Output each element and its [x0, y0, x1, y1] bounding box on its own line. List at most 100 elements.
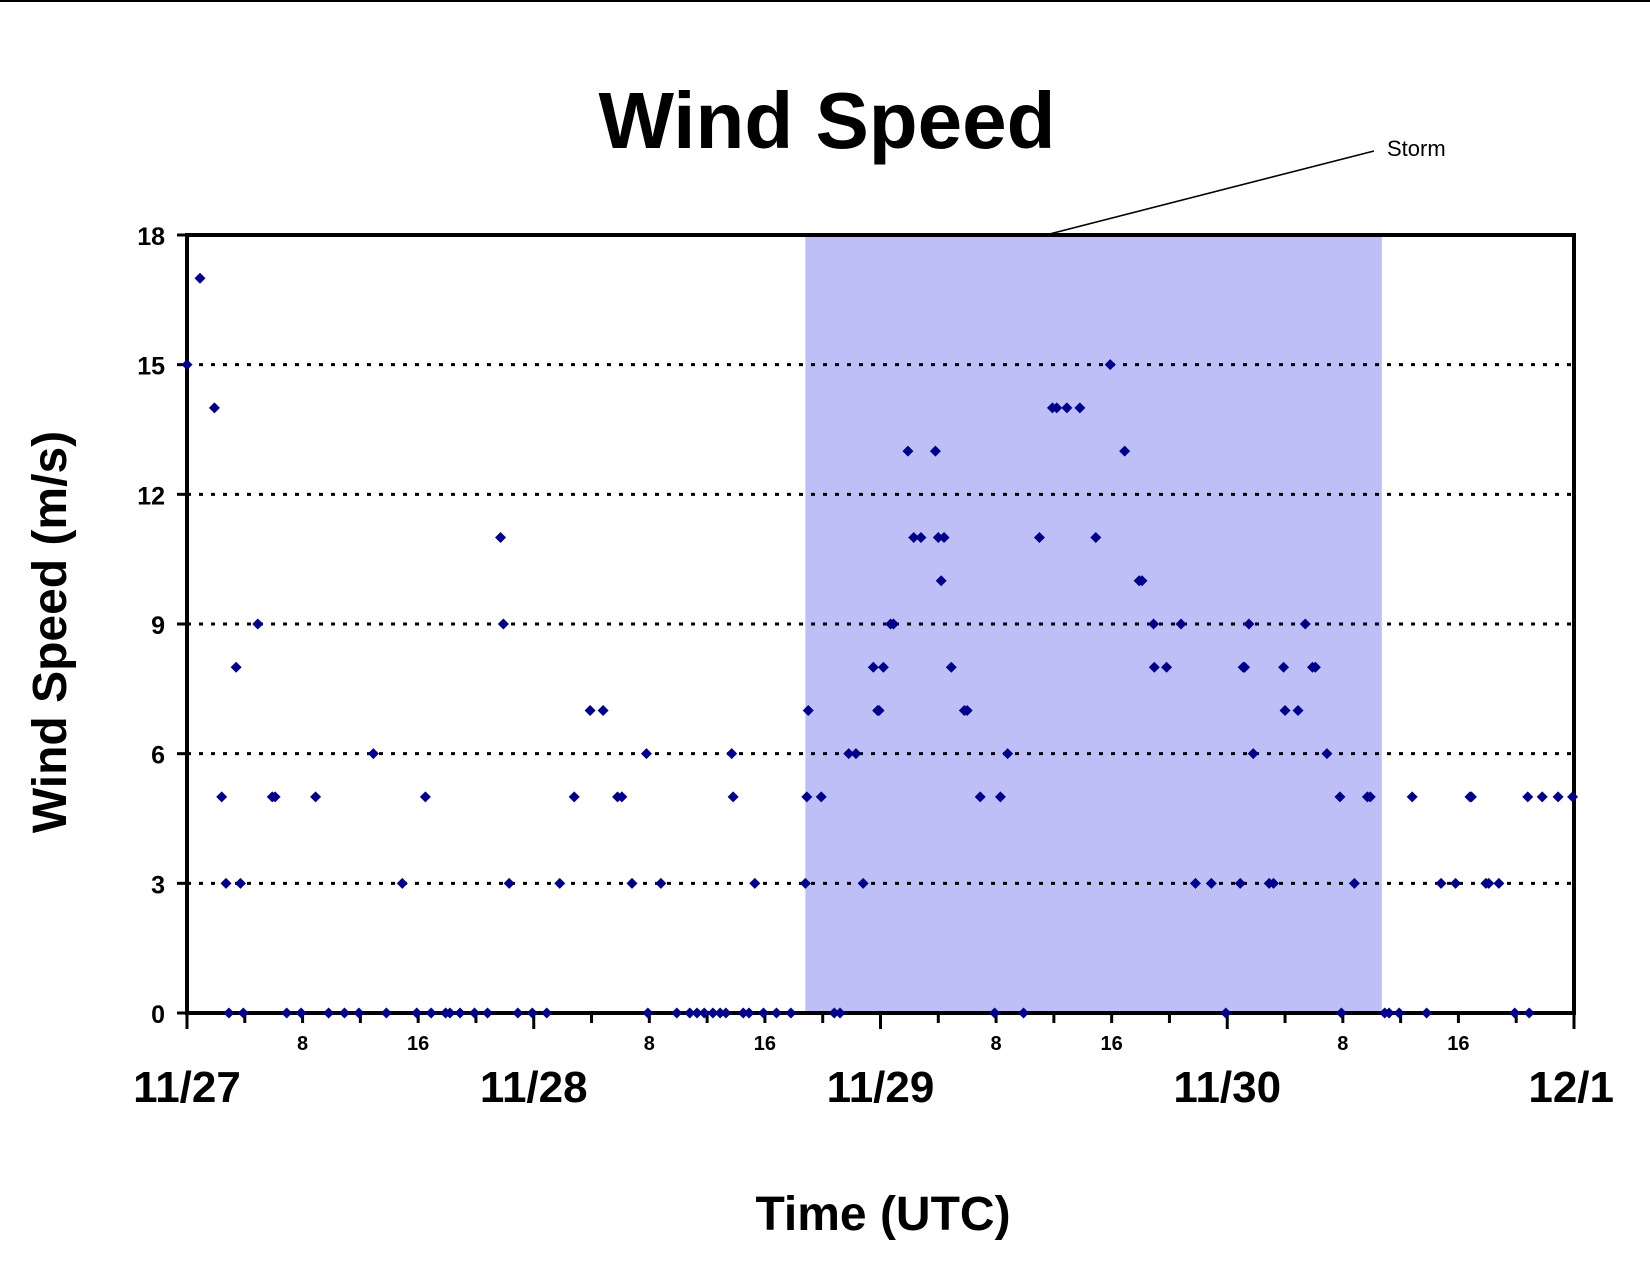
data-point-143 [1567, 791, 1579, 803]
data-point-60 [799, 877, 811, 889]
data-point-64 [828, 1007, 840, 1019]
data-point-138 [1509, 1007, 1521, 1019]
data-point-131 [1435, 877, 1447, 889]
data-point-123 [1348, 877, 1360, 889]
data-point-49 [707, 1007, 719, 1019]
data-point-15 [323, 1007, 335, 1019]
data-point-128 [1393, 1007, 1405, 1019]
data-point-88 [1002, 748, 1014, 760]
data-point-107 [1234, 877, 1246, 889]
data-point-54 [737, 1007, 749, 1019]
data-point-114 [1278, 661, 1290, 673]
data-point-136 [1483, 877, 1495, 889]
data-point-95 [1090, 532, 1102, 544]
data-point-1 [194, 272, 206, 284]
data-point-109 [1239, 661, 1251, 673]
data-point-93 [1061, 402, 1073, 414]
data-point-116 [1292, 704, 1304, 716]
data-point-40 [616, 791, 628, 803]
data-point-94 [1074, 402, 1086, 414]
data-point-14 [310, 791, 322, 803]
x-minor-label-56: 8 [991, 1033, 1002, 1055]
data-point-33 [526, 1007, 538, 1019]
data-point-11 [269, 791, 281, 803]
data-point-132 [1450, 877, 1462, 889]
y-tick-label-9: 9 [151, 612, 165, 640]
y-axis-title: Wind Speed (m/s) [24, 431, 77, 833]
data-point-45 [671, 1007, 683, 1019]
data-point-134 [1465, 791, 1477, 803]
data-point-117 [1299, 618, 1311, 630]
data-point-58 [770, 1007, 782, 1019]
data-point-81 [938, 532, 950, 544]
x-major-label-24: 11/28 [480, 1063, 588, 1112]
data-point-22 [419, 791, 431, 803]
data-point-9 [252, 618, 264, 630]
data-point-97 [1119, 445, 1131, 457]
data-point-115 [1279, 704, 1291, 716]
data-point-141 [1536, 791, 1548, 803]
data-point-37 [584, 704, 596, 716]
data-point-59 [785, 1007, 797, 1019]
y-tick-label-18: 18 [137, 223, 165, 251]
data-point-80 [935, 575, 947, 587]
x-minor-label-40: 16 [754, 1033, 776, 1055]
data-point-68 [857, 877, 869, 889]
data-point-51 [720, 1007, 732, 1019]
data-point-57 [757, 1007, 769, 1019]
data-point-104 [1189, 877, 1201, 889]
data-point-13 [295, 1007, 307, 1019]
data-point-20 [396, 877, 408, 889]
data-point-84 [961, 704, 973, 716]
x-axis-title: Time (UTC) [755, 1188, 1010, 1241]
data-point-129 [1406, 791, 1418, 803]
data-point-31 [503, 877, 515, 889]
data-point-25 [444, 1007, 456, 1019]
data-point-89 [1018, 1007, 1030, 1019]
data-point-29 [495, 532, 507, 544]
data-point-92 [1051, 402, 1063, 414]
top-border-line [0, 0, 1650, 2]
data-point-99 [1136, 575, 1148, 587]
data-point-50 [714, 1007, 726, 1019]
data-point-71 [873, 704, 885, 716]
y-tick-label-6: 6 [151, 742, 165, 770]
data-point-34 [541, 1007, 553, 1019]
x-minor-label-64: 16 [1101, 1033, 1123, 1055]
data-point-28 [482, 1007, 494, 1019]
data-point-63 [815, 791, 827, 803]
data-point-75 [902, 445, 914, 457]
data-point-16 [338, 1007, 350, 1019]
data-point-19 [380, 1007, 392, 1019]
x-minor-label-88: 16 [1447, 1033, 1469, 1055]
data-point-3 [216, 791, 228, 803]
y-tick-label-15: 15 [137, 353, 165, 381]
data-point-69 [867, 661, 879, 673]
data-point-30 [497, 618, 509, 630]
data-point-120 [1321, 748, 1333, 760]
data-point-42 [640, 748, 652, 760]
x-major-label-48: 11/29 [827, 1063, 935, 1112]
data-point-47 [691, 1007, 703, 1019]
data-point-55 [743, 1007, 755, 1019]
data-point-140 [1523, 1007, 1535, 1019]
data-point-72 [877, 661, 889, 673]
chart-title: Wind Speed [598, 76, 1055, 165]
data-point-62 [802, 704, 814, 716]
data-point-2 [208, 402, 220, 414]
data-point-79 [932, 532, 944, 544]
x-minor-label-8: 8 [297, 1033, 308, 1055]
data-point-87 [994, 791, 1006, 803]
data-point-122 [1335, 1007, 1347, 1019]
y-tick-label-0: 0 [151, 1001, 165, 1029]
data-point-78 [929, 445, 941, 457]
data-point-102 [1161, 661, 1173, 673]
data-point-41 [626, 877, 638, 889]
data-point-7 [234, 877, 246, 889]
storm-annotation-leader [1049, 150, 1375, 235]
data-point-119 [1309, 661, 1321, 673]
x-major-label-96: 12/1 [1528, 1063, 1614, 1112]
data-point-27 [469, 1007, 481, 1019]
data-point-137 [1493, 877, 1505, 889]
